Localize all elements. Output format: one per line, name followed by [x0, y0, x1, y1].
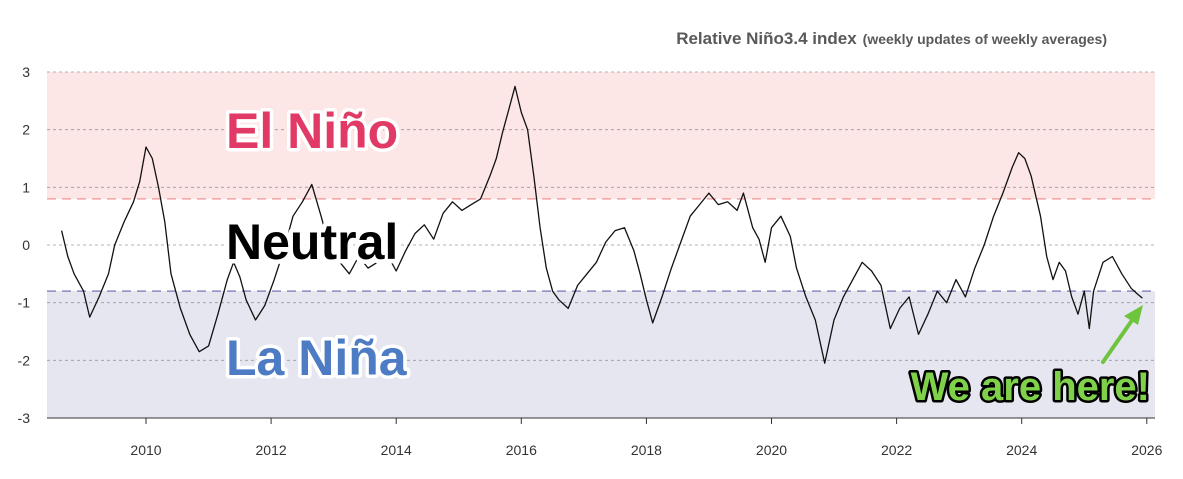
- nino34-series-line: [60, 85, 1143, 364]
- y-tick-label: -2: [18, 352, 31, 368]
- chart-subtitle: (weekly updates of weekly averages): [863, 31, 1107, 47]
- y-tick-label: 1: [22, 179, 30, 195]
- annotation-arrow-shaft: [1101, 314, 1137, 364]
- x-tick-label: 2014: [381, 442, 412, 458]
- la-nina-label: La Niña: [226, 330, 408, 386]
- x-tick-label: 2020: [756, 442, 787, 458]
- y-tick-label: 3: [22, 64, 30, 80]
- x-tick-label: 2024: [1006, 442, 1037, 458]
- y-tick-label: 2: [22, 122, 30, 138]
- x-tick-label: 2026: [1131, 442, 1162, 458]
- we-are-here-annotation: We are here!: [908, 305, 1153, 412]
- el-nino-band: [47, 72, 1155, 199]
- x-tick-label: 2010: [130, 442, 161, 458]
- y-tick-label: -3: [18, 410, 31, 426]
- y-axis: 3 2 1 0 -1 -2 -3: [18, 64, 31, 426]
- y-tick-label: 0: [22, 237, 30, 253]
- el-nino-label: El Niño: [226, 103, 398, 159]
- la-nina-band: [47, 291, 1155, 418]
- chart-title: Relative Niño3.4 index (weekly updates of…: [676, 29, 1107, 48]
- x-tick-label: 2018: [631, 442, 662, 458]
- neutral-label: Neutral: [226, 214, 398, 270]
- grid-lines: [47, 71, 1155, 361]
- x-axis: 2010 2012 2014 2016 2018 2020 2022 2024 2026: [130, 418, 1163, 458]
- threshold-lines: [47, 198, 1155, 292]
- x-tick-label: 2016: [506, 442, 537, 458]
- y-tick-label: -1: [18, 295, 31, 311]
- x-tick-label: 2022: [881, 442, 912, 458]
- region-bands: [47, 72, 1155, 418]
- x-tick-label: 2012: [256, 442, 287, 458]
- we-are-here-text: We are here!: [911, 365, 1150, 409]
- annotation-arrow-head-icon: [1124, 305, 1143, 325]
- chart-title-main: Relative Niño3.4 index: [676, 29, 857, 48]
